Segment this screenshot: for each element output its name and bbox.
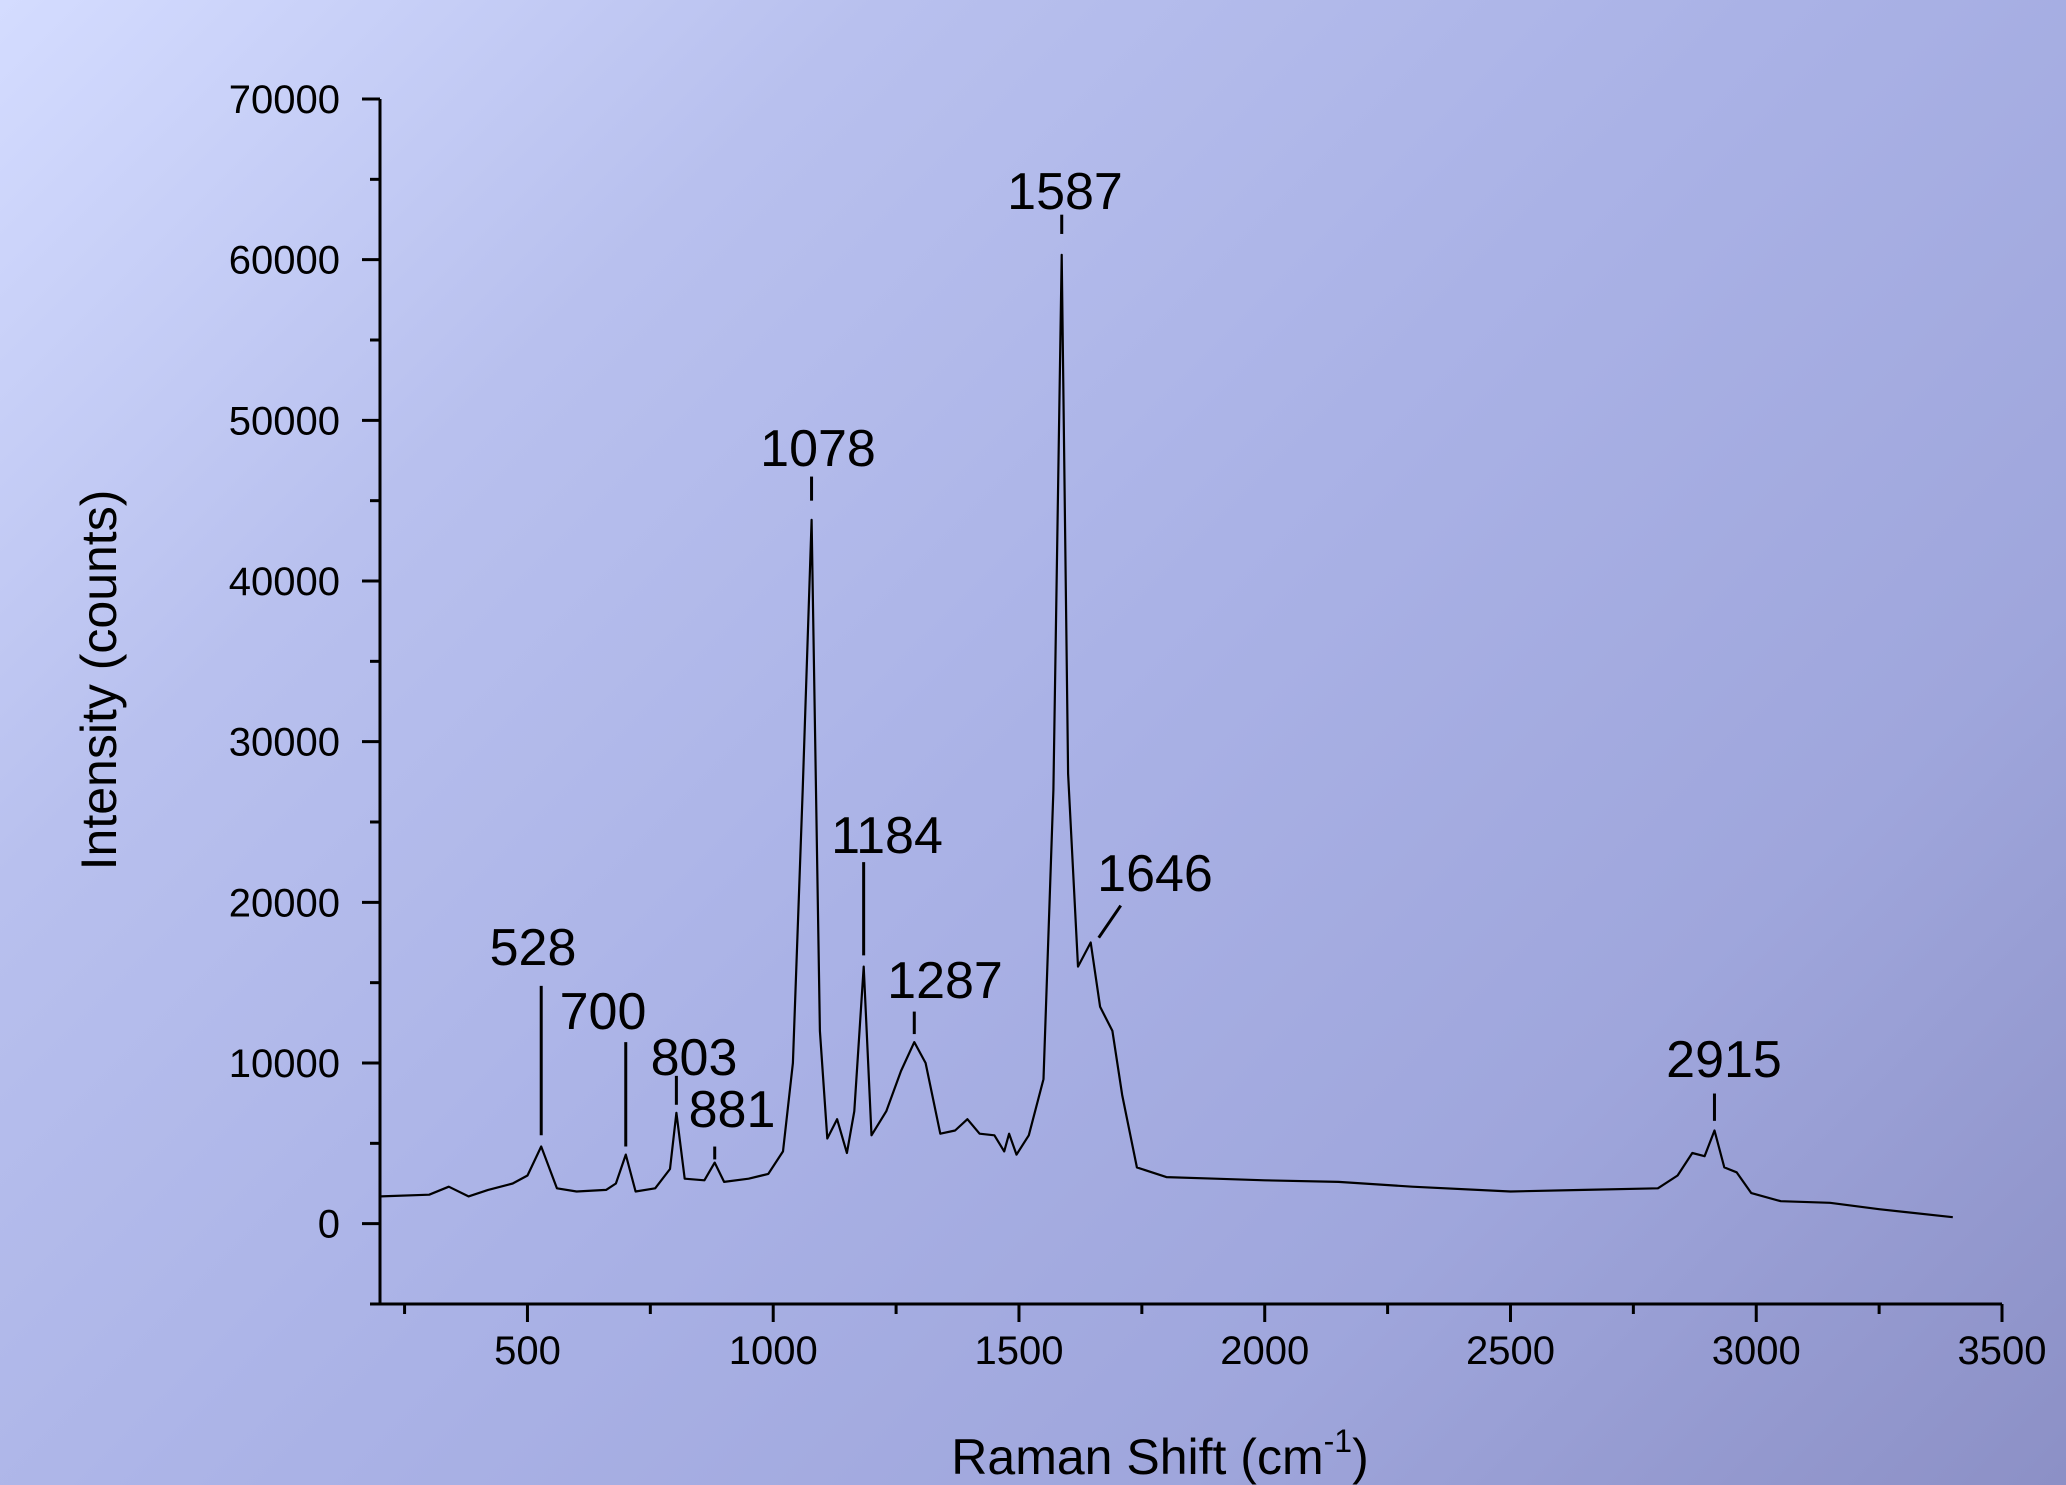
peak-label: 881 [689,1081,776,1139]
x-tick-label: 2000 [1220,1329,1309,1373]
x-tick-label: 3500 [1958,1329,2047,1373]
y-tick-label: 60000 [229,239,340,283]
x-tick-label: 1500 [974,1329,1063,1373]
peak-label: 1287 [887,952,1003,1010]
x-axis-title-close: ) [1352,1429,1369,1485]
y-tick-label: 30000 [229,721,340,765]
chart-axes: 0 10000 20000 30000 40000 50000 60000 70000 500 1… [229,78,2047,1373]
x-axis-title-main: Raman Shift (cm [951,1429,1323,1485]
y-tick-label: 50000 [229,399,340,443]
peak-label: 1184 [831,807,943,865]
peak-marker [1097,904,1122,939]
peak-label: 1646 [1097,845,1213,903]
peak-label: 2915 [1666,1031,1782,1089]
spectrum-line [379,253,1953,1219]
peak-label: 528 [490,919,577,977]
x-axis-title-superscript: -1 [1324,1423,1352,1459]
y-tick-label: 40000 [229,560,340,604]
x-axis-title: Raman Shift (cm-1) [951,1423,1368,1485]
y-tick-label: 20000 [229,881,340,925]
x-tick-label: 3000 [1712,1329,1801,1373]
y-axis-title: Intensity (counts) [71,490,127,871]
y-tick-label: 10000 [229,1042,340,1086]
peak-label: 700 [560,983,647,1041]
peak-label: 1078 [760,420,876,478]
y-tick-label: 70000 [229,78,340,122]
peak-label: 1587 [1007,163,1123,221]
x-tick-label: 500 [494,1329,561,1373]
plot-area [379,253,1953,1219]
y-tick-label: 0 [318,1203,340,1247]
peak-label: 803 [651,1029,738,1087]
x-tick-label: 2500 [1466,1329,1555,1373]
x-tick-label: 1000 [729,1329,818,1373]
